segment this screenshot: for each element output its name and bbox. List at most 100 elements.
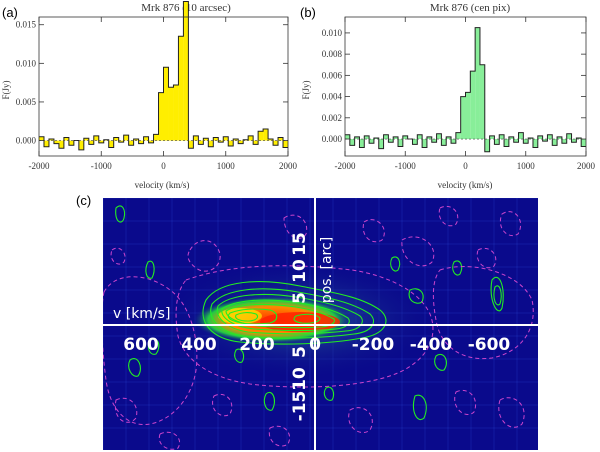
y-tick-label: 0.002 [322, 113, 342, 123]
spectrum-bar [383, 134, 389, 140]
spectrum-bar [561, 139, 567, 144]
panel-a-plot [39, 1, 288, 151]
x-tick-label: -2000 [335, 161, 356, 171]
spectrum-bar [446, 136, 452, 140]
panel-a-ylabel: F(Jy) [1, 80, 11, 99]
spectrum-bar [43, 140, 49, 147]
contour-blob [452, 260, 463, 276]
spectrum-bar [426, 136, 432, 140]
neg-contour-large [103, 276, 198, 426]
spectrum-bar [83, 138, 89, 141]
spectrum-bar [398, 139, 403, 147]
spectrum-bar [178, 36, 184, 141]
spectrum-bar [431, 139, 437, 143]
spectrum-bar [378, 139, 384, 149]
spectrum-bar [163, 67, 169, 141]
spectrum-bar [198, 140, 204, 145]
map-x-tick-label: 400 [181, 335, 217, 355]
neg-contour [401, 236, 435, 267]
y-tick-label: 0.015 [16, 20, 37, 30]
contour-inner [235, 312, 259, 322]
panel-a-axes: -2000 -1000 0 1000 2000 0.000 0.005 0.010 0.015 [16, 17, 298, 171]
spectrum-bar [345, 134, 350, 140]
neg-contour [476, 248, 497, 269]
spectrum-bar [213, 137, 219, 141]
contour-blob [147, 338, 160, 355]
spectrum-bar [422, 139, 427, 148]
contour-blob [390, 256, 401, 272]
y-tick-label: 0.000 [322, 134, 343, 144]
spectrum-bar [436, 133, 442, 140]
map-y-tick-label: 5 [290, 346, 310, 358]
neg-contour [212, 394, 233, 417]
spectrum-bar [571, 139, 577, 143]
contour [210, 288, 374, 339]
spectrum-bar [78, 140, 84, 150]
spectrum-step-line [39, 1, 288, 151]
spectrum-bar [123, 135, 129, 141]
neg-contour [268, 425, 290, 447]
y-tick-label: 0.006 [322, 70, 343, 80]
spectrum-bar [188, 140, 194, 149]
spectrum-bar [113, 137, 119, 141]
spectrum-bar [218, 140, 224, 143]
neg-contour [187, 240, 221, 272]
contour-blob [490, 277, 504, 312]
spectrum-bar [465, 92, 471, 140]
spectrum-bar [63, 137, 69, 141]
spectrum-bar [223, 136, 229, 141]
spectrum-bar [58, 140, 64, 149]
spectrum-bar [133, 139, 139, 141]
map-y-tick-label: 10 [290, 367, 310, 391]
panel-a-xlabel: velocity (km/s) [135, 180, 190, 190]
spectrum-bar [173, 84, 179, 141]
spectrum-bar [208, 140, 214, 147]
map-xlabel: v [km/s] [113, 306, 170, 322]
spectrum-bar [183, 1, 189, 141]
spectrum-bar [557, 136, 562, 140]
emission-hotspot [218, 308, 262, 324]
spectrum-bar [98, 140, 104, 143]
x-tick-label: 2000 [577, 161, 596, 171]
spectrum-bar [484, 139, 490, 152]
x-tick-label: 0 [463, 161, 468, 171]
contour-blob [128, 358, 141, 377]
map-y-tick-label: 10 [290, 259, 310, 283]
map-ylabel: pos. [arc] [319, 237, 335, 303]
spectrum-bar [39, 136, 44, 141]
spectrum-bar [475, 27, 480, 140]
spectrum-bar [576, 137, 582, 140]
spectrum-bar [253, 140, 259, 145]
panel-b-xlabel: velocity (km/s) [438, 180, 493, 190]
panel-a-label: (a) [2, 5, 18, 20]
spectrum-bar [233, 139, 239, 141]
map-x-tick-label: 600 [123, 335, 159, 355]
panel-b-title: Mrk 876 (cen pix) [430, 2, 511, 14]
map-x-tick-label: -200 [352, 335, 395, 355]
spectrum-bar [364, 135, 370, 140]
spectrum-bar [108, 140, 114, 148]
spectrum-bar [412, 139, 418, 145]
spectrum-step-line [345, 27, 586, 153]
neg-contour [110, 247, 126, 265]
spectrum-bar [283, 140, 288, 148]
spectrum-bar [278, 137, 284, 141]
negative-contours [103, 206, 534, 450]
y-tick-label: 0.008 [322, 49, 343, 59]
spectrum-bar [53, 140, 59, 144]
x-tick-label: 1000 [517, 161, 536, 171]
spectrum-bar [263, 128, 269, 141]
panel-c-label: (c) [76, 193, 91, 208]
spectrum-bar [369, 139, 374, 144]
x-tick-label: -1000 [395, 161, 416, 171]
x-tick-label: -2000 [29, 161, 50, 171]
contour-blob [234, 348, 245, 363]
spectrum-bar [455, 132, 461, 140]
contour-blob [115, 205, 126, 223]
map-y-tick-label: 5 [290, 292, 310, 304]
spectrum-bar [193, 135, 199, 141]
x-tick-label: 2000 [279, 161, 298, 171]
map-y-tick-label: 15 [290, 232, 310, 256]
